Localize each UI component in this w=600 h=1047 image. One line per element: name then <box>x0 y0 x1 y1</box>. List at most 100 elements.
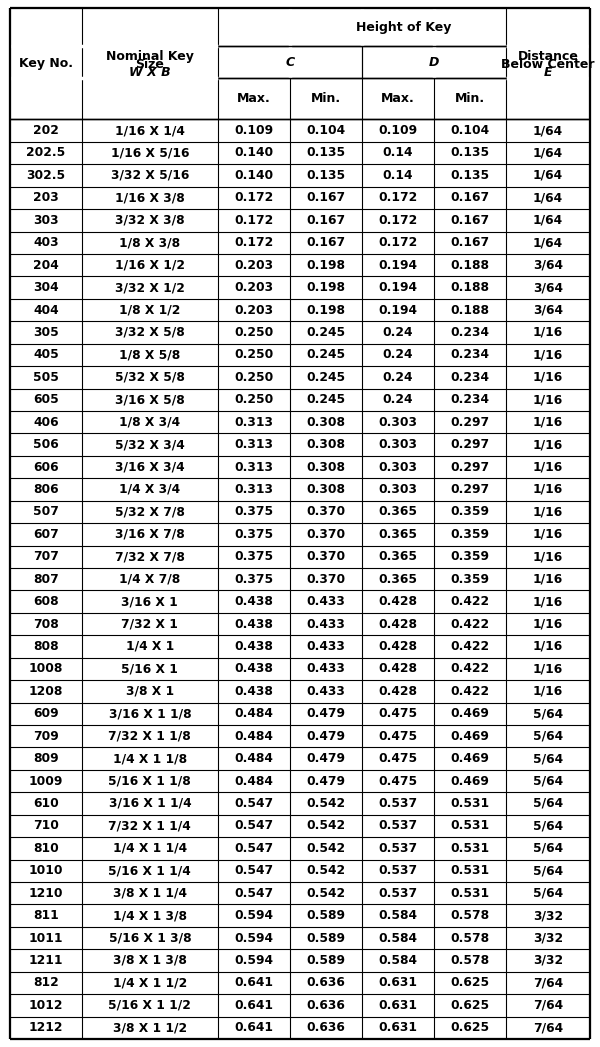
Text: 1212: 1212 <box>29 1021 64 1034</box>
Text: 0.234: 0.234 <box>451 349 490 361</box>
Text: 0.428: 0.428 <box>379 640 418 653</box>
Text: 0.250: 0.250 <box>234 394 273 406</box>
Text: Key No.: Key No. <box>19 58 73 70</box>
Text: 3/32 X 5/16: 3/32 X 5/16 <box>110 169 189 182</box>
Text: 3/16 X 1 1/4: 3/16 X 1 1/4 <box>109 797 191 810</box>
Text: 709: 709 <box>33 730 59 742</box>
Text: 0.375: 0.375 <box>234 506 273 518</box>
Text: 0.636: 0.636 <box>307 977 345 989</box>
Text: 1/16: 1/16 <box>533 371 563 384</box>
Text: 1/64: 1/64 <box>533 169 563 182</box>
Text: 0.636: 0.636 <box>307 999 345 1011</box>
Text: 0.172: 0.172 <box>379 237 418 249</box>
Text: 710: 710 <box>33 820 59 832</box>
Text: 3/8 X 1 3/8: 3/8 X 1 3/8 <box>113 954 187 967</box>
Text: D: D <box>429 55 439 68</box>
Text: 0.531: 0.531 <box>451 842 490 854</box>
Text: 0.297: 0.297 <box>451 438 490 451</box>
Text: 3/16 X 3/4: 3/16 X 3/4 <box>115 461 185 473</box>
Text: 0.625: 0.625 <box>451 977 490 989</box>
Text: 1/64: 1/64 <box>533 192 563 204</box>
Text: 0.469: 0.469 <box>451 730 490 742</box>
Text: 0.584: 0.584 <box>379 909 418 922</box>
Text: 0.589: 0.589 <box>306 932 345 944</box>
Text: 7/64: 7/64 <box>533 977 563 989</box>
Text: 0.422: 0.422 <box>451 595 490 608</box>
Text: Distance: Distance <box>518 50 578 63</box>
Text: 0.475: 0.475 <box>379 708 418 720</box>
Text: 0.313: 0.313 <box>234 483 273 496</box>
Text: 1008: 1008 <box>29 663 63 675</box>
Text: 0.433: 0.433 <box>307 663 345 675</box>
Text: 0.537: 0.537 <box>379 797 418 810</box>
Text: 3/32: 3/32 <box>533 932 563 944</box>
Text: 0.484: 0.484 <box>234 730 273 742</box>
Text: 5/64: 5/64 <box>533 887 563 899</box>
Text: 5/64: 5/64 <box>533 775 563 787</box>
Text: 0.172: 0.172 <box>379 214 418 227</box>
Text: 0.479: 0.479 <box>306 775 345 787</box>
Text: 0.433: 0.433 <box>307 595 345 608</box>
Text: 0.365: 0.365 <box>379 551 418 563</box>
Text: 806: 806 <box>33 483 59 496</box>
Text: 0.14: 0.14 <box>383 169 413 182</box>
Text: 5/64: 5/64 <box>533 708 563 720</box>
Text: 0.140: 0.140 <box>234 147 273 159</box>
Text: 0.104: 0.104 <box>306 124 346 137</box>
Text: 1/16: 1/16 <box>533 506 563 518</box>
Text: 0.194: 0.194 <box>379 304 418 316</box>
Text: 609: 609 <box>33 708 59 720</box>
Text: 0.537: 0.537 <box>379 887 418 899</box>
Text: 1/16: 1/16 <box>533 528 563 541</box>
Text: 0.198: 0.198 <box>306 304 345 316</box>
Text: 5/64: 5/64 <box>533 730 563 742</box>
Text: 0.167: 0.167 <box>451 192 490 204</box>
Text: 0.542: 0.542 <box>306 864 346 877</box>
Text: 606: 606 <box>33 461 59 473</box>
Text: 0.245: 0.245 <box>306 394 346 406</box>
Text: 0.375: 0.375 <box>234 528 273 541</box>
Text: 1/16: 1/16 <box>533 595 563 608</box>
Text: Size: Size <box>136 59 164 71</box>
Text: 0.172: 0.172 <box>234 214 273 227</box>
Text: 0.303: 0.303 <box>379 416 418 428</box>
Text: 0.578: 0.578 <box>451 909 490 922</box>
Text: 0.469: 0.469 <box>451 775 490 787</box>
Text: 3/32: 3/32 <box>533 909 563 922</box>
Text: 1/16: 1/16 <box>533 483 563 496</box>
Text: 0.479: 0.479 <box>306 752 345 765</box>
Text: 0.479: 0.479 <box>306 730 345 742</box>
Text: 0.308: 0.308 <box>306 461 345 473</box>
Text: 0.438: 0.438 <box>234 663 273 675</box>
Text: 3/32 X 5/8: 3/32 X 5/8 <box>115 326 185 339</box>
Text: 1/16: 1/16 <box>533 394 563 406</box>
Text: 0.234: 0.234 <box>451 371 490 384</box>
Text: 5/64: 5/64 <box>533 820 563 832</box>
Text: 0.104: 0.104 <box>451 124 490 137</box>
Text: 403: 403 <box>33 237 59 249</box>
Text: 5/32 X 3/4: 5/32 X 3/4 <box>115 438 185 451</box>
Text: 1/16 X 1/4: 1/16 X 1/4 <box>115 124 185 137</box>
Text: 0.438: 0.438 <box>234 640 273 653</box>
Text: 0.631: 0.631 <box>379 1021 418 1034</box>
Text: 0.250: 0.250 <box>234 326 273 339</box>
Text: 5/16 X 1 1/2: 5/16 X 1 1/2 <box>109 999 191 1011</box>
Text: 1/16: 1/16 <box>533 349 563 361</box>
Text: 0.537: 0.537 <box>379 864 418 877</box>
Text: 0.172: 0.172 <box>234 237 273 249</box>
Text: 0.303: 0.303 <box>379 438 418 451</box>
Text: 406: 406 <box>33 416 59 428</box>
Text: 0.547: 0.547 <box>234 864 273 877</box>
Text: 0.167: 0.167 <box>451 214 490 227</box>
Text: 0.359: 0.359 <box>451 506 490 518</box>
Text: 0.625: 0.625 <box>451 999 490 1011</box>
Text: 0.547: 0.547 <box>234 887 273 899</box>
Text: 0.194: 0.194 <box>379 281 418 294</box>
Text: 0.375: 0.375 <box>234 551 273 563</box>
Text: 1/64: 1/64 <box>533 124 563 137</box>
Text: 810: 810 <box>33 842 59 854</box>
Text: 0.370: 0.370 <box>306 528 346 541</box>
Text: 0.167: 0.167 <box>306 237 346 249</box>
Text: 3/16 X 5/8: 3/16 X 5/8 <box>115 394 185 406</box>
Text: 0.203: 0.203 <box>234 281 273 294</box>
